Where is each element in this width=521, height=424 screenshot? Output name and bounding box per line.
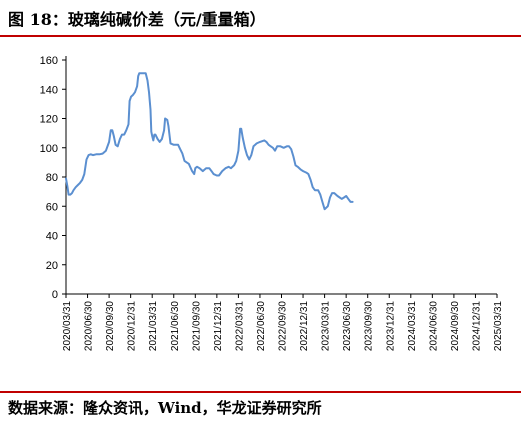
x-axis: 2020/03/31 2020/06/30 2020/09/30 2020/12/31… [62,293,504,351]
y-tick-label: 40 [46,231,58,243]
x-tick-label: 2021/12/31 [213,301,224,351]
x-tick-label: 2021/09/30 [191,301,202,351]
figure-title-bar: 图 18：玻璃纯碱价差（元/重量箱） [0,0,521,35]
x-tick-label: 2024/12/31 [471,301,482,351]
series-line [65,72,354,211]
x-tick-label: 2020/03/31 [62,301,73,351]
y-tick-label: 80 [46,172,58,184]
title-divider [0,35,521,37]
y-tick-label: 100 [40,143,58,155]
x-tick-label: 2024/03/31 [407,301,418,351]
x-tick-label: 2023/09/30 [364,301,375,351]
price-spread-chart: 0 20 40 60 80 100 120 140 160 2020/03/31 2020/06/… [40,55,504,351]
y-tick-label: 60 [46,201,58,213]
x-tick-label: 2023/06/30 [342,301,353,351]
data-source-note: 数据来源：隆众资讯，Wind，华龙证券研究所 [8,399,322,417]
x-tick-label: 2020/06/30 [84,301,95,351]
source-divider [0,391,521,393]
figure-title: 图 18：玻璃纯碱价差（元/重量箱） [8,10,266,29]
x-tick-label: 2021/03/31 [148,301,159,351]
y-axis: 0 20 40 60 80 100 120 140 160 [40,55,67,301]
x-tick-label: 2024/09/30 [450,301,461,351]
y-tick-label: 160 [40,55,58,67]
x-tick-label: 2022/09/30 [278,301,289,351]
x-tick-label: 2020/09/30 [105,301,116,351]
plot-area [65,72,354,211]
x-tick-label: 2022/03/31 [234,301,245,351]
x-tick-label: 2023/12/31 [385,301,396,351]
x-tick-label: 2021/06/30 [170,301,181,351]
y-tick-label: 120 [40,114,58,126]
x-tick-label: 2022/12/31 [299,301,310,351]
x-tick-label: 2020/12/31 [127,301,138,351]
y-tick-label: 140 [40,84,58,96]
x-tick-label: 2022/06/30 [256,301,267,351]
x-tick-label: 2023/03/31 [321,301,332,351]
x-tick-label: 2024/06/30 [428,301,439,351]
x-tick-label: 2025/03/31 [493,301,504,351]
y-tick-label: 20 [46,260,58,272]
y-tick-label: 0 [52,289,58,301]
